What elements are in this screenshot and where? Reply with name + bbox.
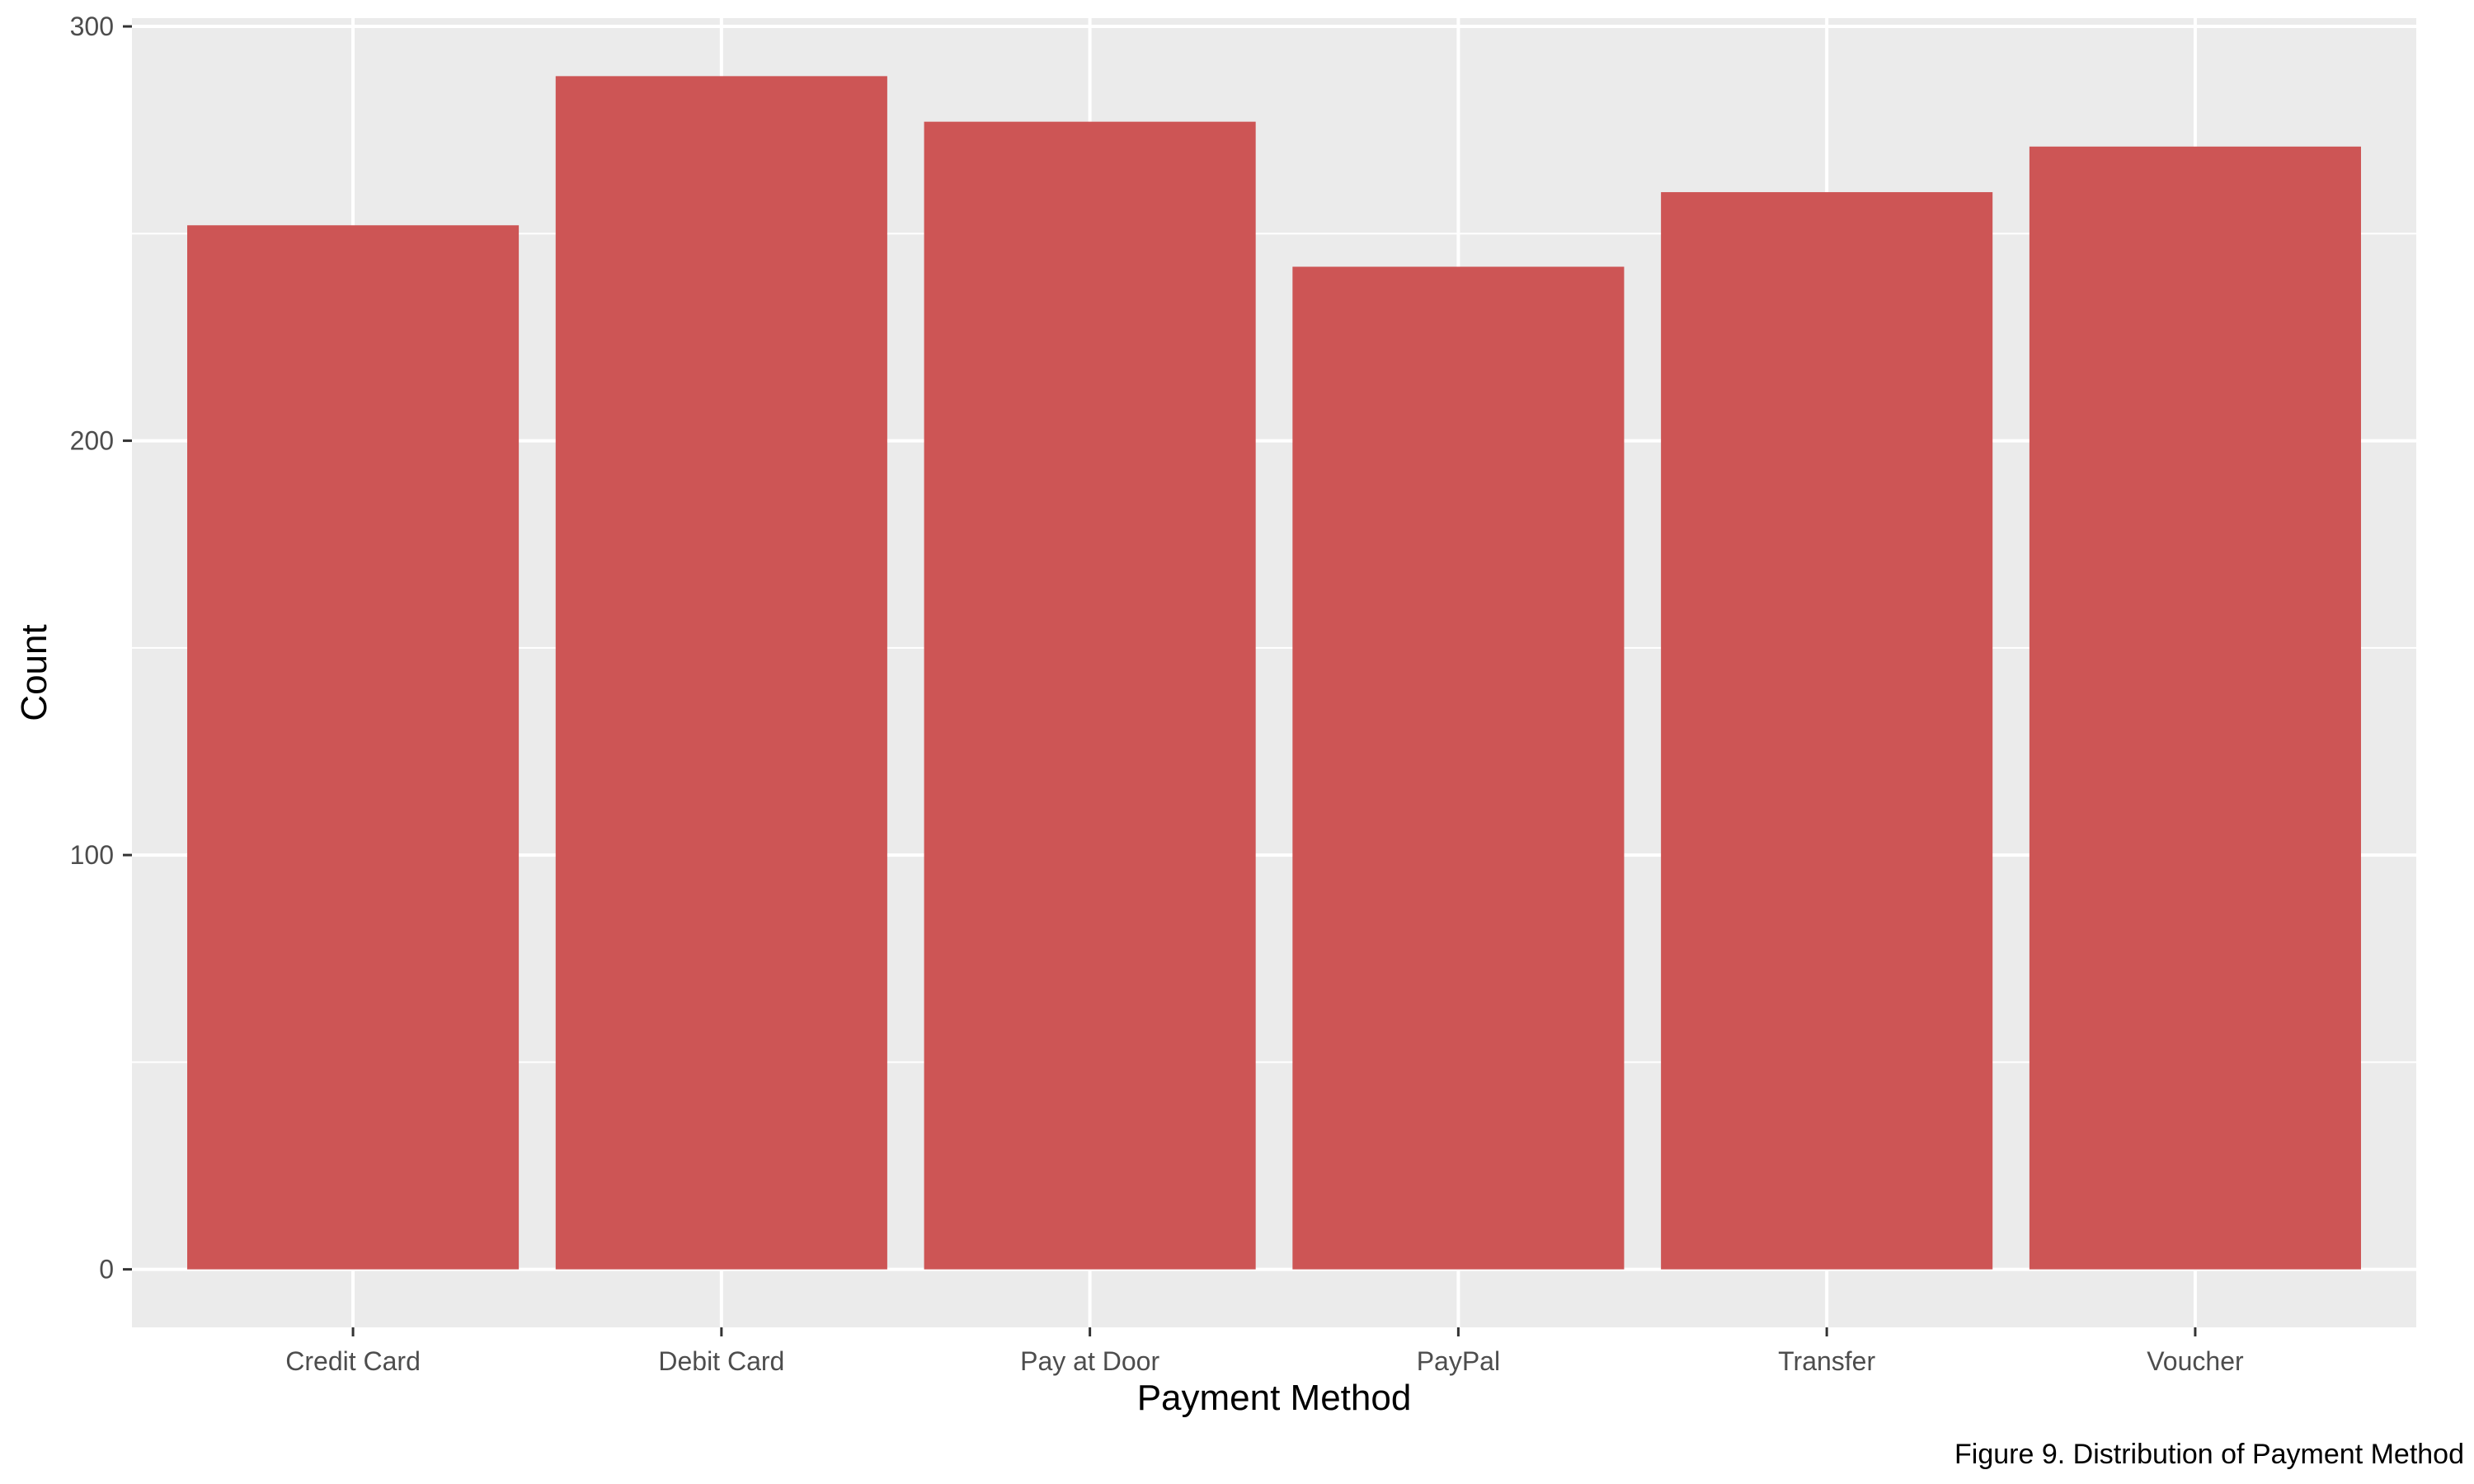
- bar: [924, 121, 1256, 1270]
- bar: [2029, 146, 2361, 1270]
- x-tick-label: Transfer: [1778, 1346, 1875, 1376]
- axes: 0 100 200 300 Credit Card Debit Card Pay at Do…: [70, 12, 2244, 1376]
- bar: [1661, 192, 1993, 1270]
- x-axis-title: Payment Method: [1137, 1378, 1412, 1418]
- bar: [1292, 266, 1625, 1270]
- bar: [555, 76, 887, 1270]
- bar: [187, 225, 520, 1270]
- bars: [187, 76, 2361, 1270]
- y-tick-label: 200: [70, 426, 114, 456]
- x-tick-label: Credit Card: [285, 1346, 421, 1376]
- y-tick-label: 100: [70, 840, 114, 870]
- x-tick-label: Voucher: [2147, 1346, 2244, 1376]
- x-tick-label: Debit Card: [658, 1346, 784, 1376]
- y-tick-label: 0: [99, 1255, 114, 1284]
- x-tick-label: Pay at Door: [1020, 1346, 1159, 1376]
- y-tick-label: 300: [70, 12, 114, 41]
- figure-caption: Figure 9. Distribution of Payment Method: [1954, 1439, 2464, 1470]
- y-axis-title: Count: [14, 624, 54, 721]
- x-tick-label: PayPal: [1417, 1346, 1500, 1376]
